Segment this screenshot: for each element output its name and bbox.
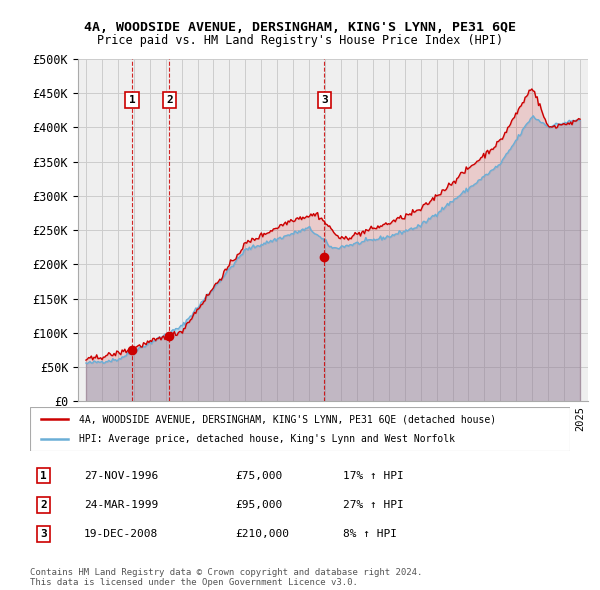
- Text: Price paid vs. HM Land Registry's House Price Index (HPI): Price paid vs. HM Land Registry's House …: [97, 34, 503, 47]
- Text: £95,000: £95,000: [235, 500, 283, 510]
- Text: 4A, WOODSIDE AVENUE, DERSINGHAM, KING'S LYNN, PE31 6QE (detached house): 4A, WOODSIDE AVENUE, DERSINGHAM, KING'S …: [79, 415, 496, 424]
- Text: 1: 1: [129, 95, 136, 105]
- Text: 27-NOV-1996: 27-NOV-1996: [84, 471, 158, 481]
- Text: 8% ↑ HPI: 8% ↑ HPI: [343, 529, 397, 539]
- Text: £210,000: £210,000: [235, 529, 289, 539]
- Text: 2: 2: [166, 95, 173, 105]
- Text: 19-DEC-2008: 19-DEC-2008: [84, 529, 158, 539]
- Text: 2: 2: [40, 500, 47, 510]
- Text: 3: 3: [40, 529, 47, 539]
- Text: 24-MAR-1999: 24-MAR-1999: [84, 500, 158, 510]
- Text: 3: 3: [321, 95, 328, 105]
- Text: 4A, WOODSIDE AVENUE, DERSINGHAM, KING'S LYNN, PE31 6QE: 4A, WOODSIDE AVENUE, DERSINGHAM, KING'S …: [84, 21, 516, 34]
- Text: 27% ↑ HPI: 27% ↑ HPI: [343, 500, 404, 510]
- Text: 1: 1: [40, 471, 47, 481]
- Text: HPI: Average price, detached house, King's Lynn and West Norfolk: HPI: Average price, detached house, King…: [79, 434, 455, 444]
- Text: 17% ↑ HPI: 17% ↑ HPI: [343, 471, 404, 481]
- Text: £75,000: £75,000: [235, 471, 283, 481]
- Text: Contains HM Land Registry data © Crown copyright and database right 2024.
This d: Contains HM Land Registry data © Crown c…: [30, 568, 422, 587]
